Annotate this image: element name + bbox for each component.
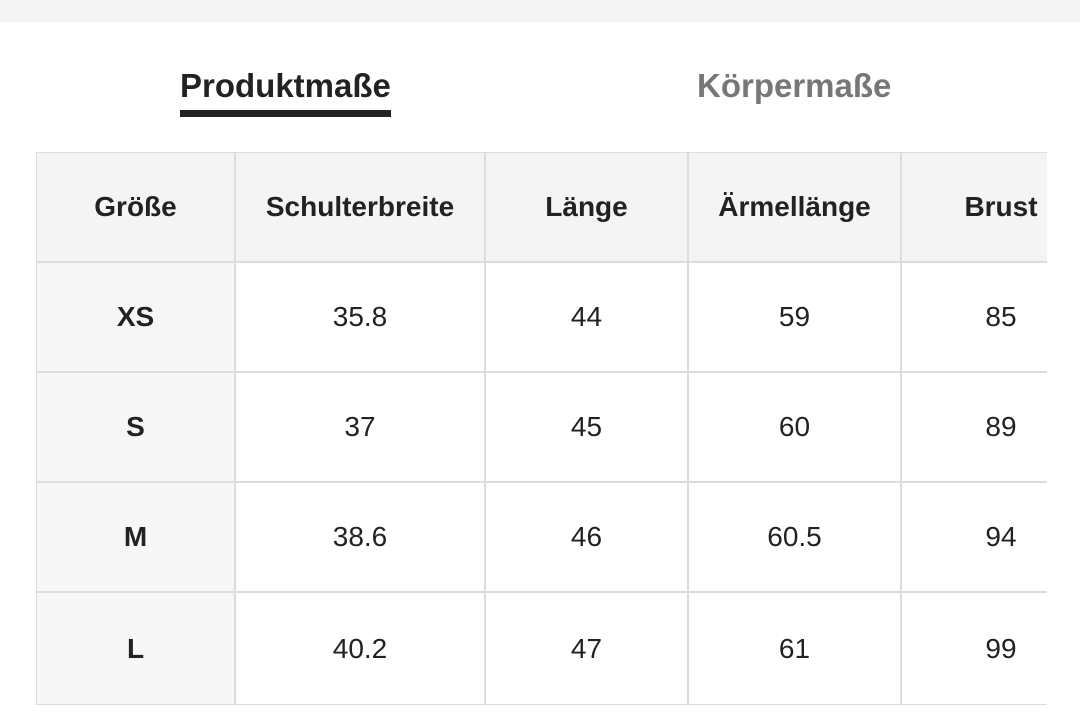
table-cell: 46: [485, 482, 688, 592]
table-cell: M: [36, 482, 235, 592]
table-cell: 61: [688, 592, 901, 705]
table-cell: Schulterbreite: [235, 152, 485, 262]
table-cell: Größe: [36, 152, 235, 262]
table-cell: L: [36, 592, 235, 705]
table-cell: Länge: [485, 152, 688, 262]
table-cell: S: [36, 372, 235, 482]
table-cell: 89: [901, 372, 1047, 482]
table-cell: 59: [688, 262, 901, 372]
table-cell: 85: [901, 262, 1047, 372]
size-table: Größe Schulterbreite Länge Ärmellänge Brust X…: [36, 152, 1047, 708]
table-cell: 35.8: [235, 262, 485, 372]
table-cell: Ärmellänge: [688, 152, 901, 262]
table-cell: 37: [235, 372, 485, 482]
table-cell: 60.5: [688, 482, 901, 592]
table-cell: 40.2: [235, 592, 485, 705]
table-cell: 47: [485, 592, 688, 705]
table-cell: XS: [36, 262, 235, 372]
table-cell: Brust: [901, 152, 1047, 262]
table-cell: 99: [901, 592, 1047, 705]
table-cell: 44: [485, 262, 688, 372]
table-cell: 94: [901, 482, 1047, 592]
tab-active[interactable]: Produktmaße: [180, 64, 391, 117]
top-bar: [0, 0, 1080, 22]
table-cell: 60: [688, 372, 901, 482]
table-cell: 38.6: [235, 482, 485, 592]
table-cell: 45: [485, 372, 688, 482]
tab[interactable]: Körpermaße: [697, 67, 892, 104]
